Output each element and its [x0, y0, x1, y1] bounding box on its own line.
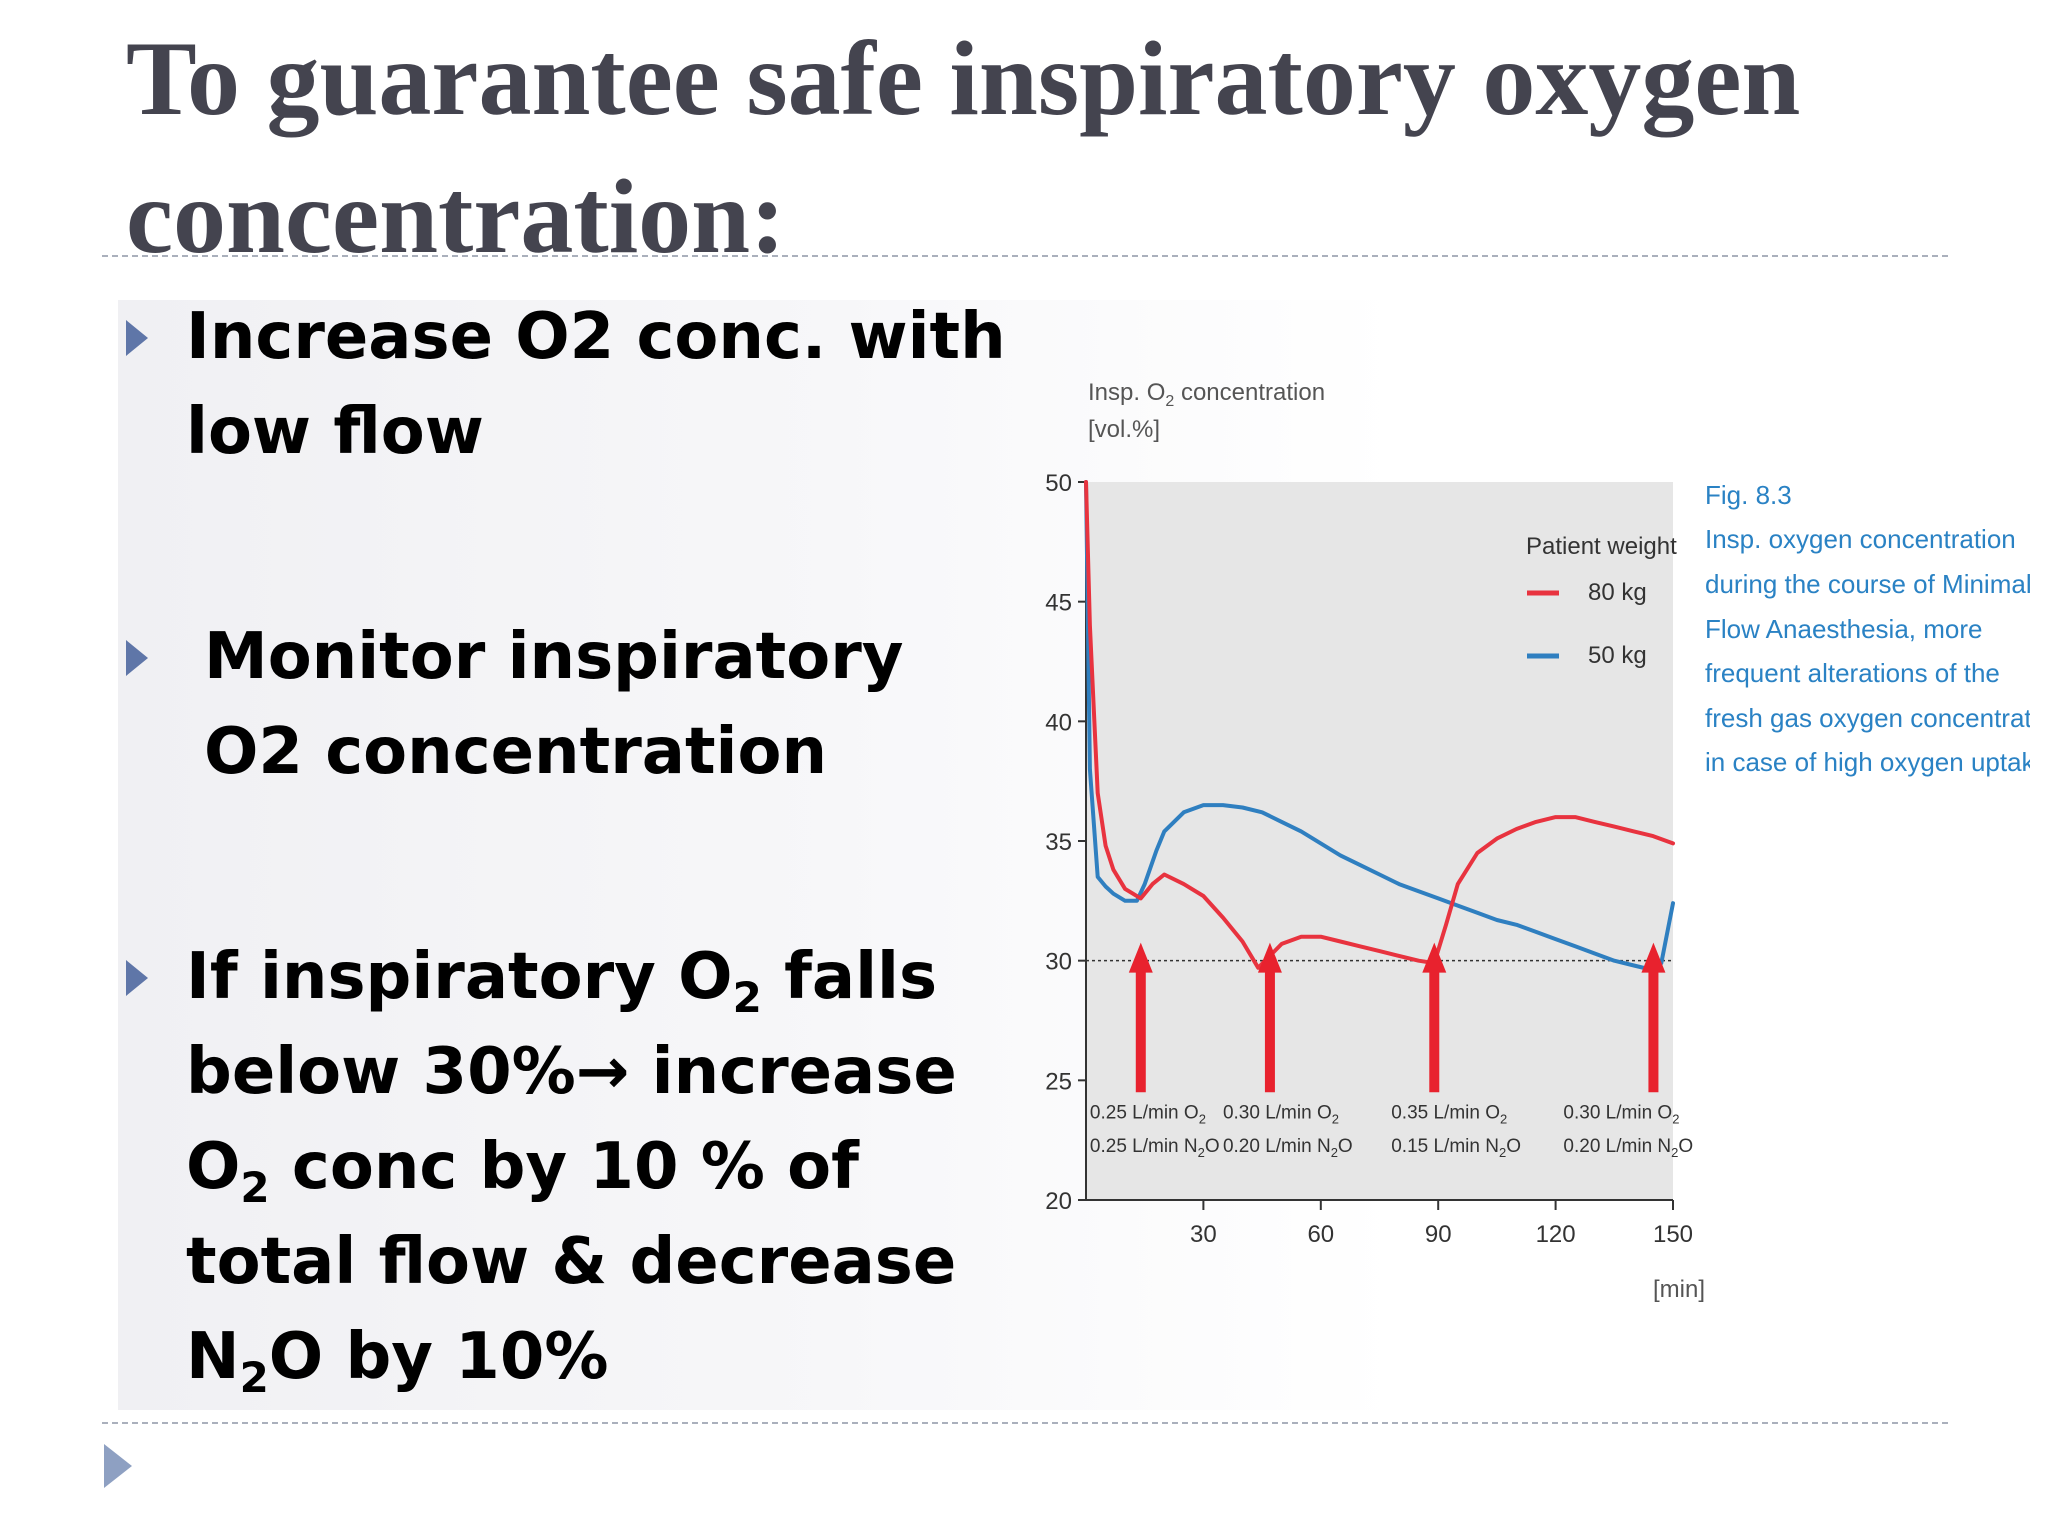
y-axis-label-part: Insp. O: [1088, 379, 1165, 406]
title-divider: [102, 255, 1948, 257]
caption-line: during the course of Minimal: [1705, 569, 2030, 599]
subscript: 2: [239, 1353, 269, 1402]
flow-setting-text: 0.20 L/min N: [1223, 1136, 1331, 1157]
series-line-80kg: [1084, 480, 1675, 970]
flow-setting-text: 0.35 L/min O: [1391, 1103, 1500, 1124]
flow-setting-sub: 2: [1499, 1145, 1506, 1160]
x-tick-label: 30: [1190, 1221, 1217, 1248]
bullet-triangle-icon: [126, 960, 148, 996]
flow-setting-label: 0.15 L/min N2O: [1391, 1136, 1521, 1160]
flow-setting-label: 0.30 L/min O2: [1563, 1103, 1679, 1127]
x-axis-unit: [min]: [1653, 1276, 1705, 1303]
y-tick-label: 30: [1045, 949, 1072, 976]
flow-setting-sub: 2: [1500, 1112, 1507, 1127]
y-tick-label: 45: [1045, 590, 1072, 617]
y-tick-label: 50: [1045, 470, 1072, 497]
figure-caption: Fig. 8.3 Insp. oxygen concentration duri…: [1705, 480, 2030, 777]
flow-setting-sub: 2: [1672, 1112, 1679, 1127]
plot-area: [1086, 482, 1673, 1200]
flow-setting-sub: 2: [1331, 1145, 1338, 1160]
flow-setting-label: 0.30 L/min O2: [1223, 1103, 1339, 1127]
subscript: 2: [732, 973, 762, 1022]
slide-title: To guarantee safe inspiratory oxygen con…: [126, 20, 1801, 275]
footer-divider: [102, 1422, 1948, 1424]
y-tick-label: 40: [1045, 709, 1072, 736]
flow-setting-text: O: [1678, 1136, 1693, 1157]
caption-line: Flow Anaesthesia, more: [1705, 614, 1982, 644]
bullet-triangle-icon: [126, 640, 148, 676]
caption-fig-number: Fig. 8.3: [1705, 480, 1792, 510]
flow-setting-text: O: [1205, 1136, 1220, 1157]
y-axis-label-sub: 2: [1165, 393, 1174, 410]
flow-setting-text: 0.30 L/min O: [1223, 1103, 1332, 1124]
caption-line: Insp. oxygen concentration: [1705, 524, 2016, 554]
flow-setting-sub: 2: [1671, 1145, 1678, 1160]
flow-setting-label: 0.25 L/min O2: [1090, 1103, 1206, 1127]
y-axis-label-part: concentration: [1174, 379, 1325, 406]
flow-setting-sub: 2: [1332, 1112, 1339, 1127]
legend-label-50kg: 50 kg: [1588, 642, 1647, 669]
y-tick-label: 20: [1045, 1188, 1072, 1215]
x-tick-label: 90: [1425, 1221, 1452, 1248]
flow-setting-text: 0.25 L/min O: [1090, 1103, 1199, 1124]
flow-setting-text: 0.15 L/min N: [1391, 1136, 1499, 1157]
flow-setting-label: 0.25 L/min N2O: [1090, 1136, 1220, 1160]
bullet-text-part: O by 10%: [268, 1320, 609, 1394]
flow-setting-sub: 2: [1198, 1145, 1205, 1160]
subscript: 2: [240, 1163, 270, 1212]
caption-line: fresh gas oxygen concentration: [1705, 703, 2030, 733]
bullet-triangle-icon: [126, 320, 148, 356]
flow-setting-label: 0.20 L/min N2O: [1563, 1136, 1693, 1160]
legend-label-80kg: 80 kg: [1588, 579, 1647, 606]
adjustment-arrow-icon: [1641, 942, 1666, 1093]
flow-setting-sub: 2: [1199, 1112, 1206, 1127]
series-line-50kg: [1084, 480, 1675, 973]
legend: Patient weight 80 kg 50 kg: [1526, 533, 1677, 669]
bullet-text: If inspiratory O2 falls below 30%→ incre…: [186, 930, 1006, 1405]
x-tick-label: 120: [1536, 1221, 1576, 1248]
y-tick-label: 25: [1045, 1068, 1072, 1095]
flow-setting-text: 0.30 L/min O: [1563, 1103, 1672, 1124]
x-tick-label: 150: [1653, 1221, 1693, 1248]
y-tick-label: 35: [1045, 829, 1072, 856]
adjustment-arrow-icon: [1128, 942, 1153, 1093]
bullet-text-part: falls below 30%→ increase O: [186, 940, 957, 1204]
bullet-text: Monitor inspiratory O2 concentration: [204, 620, 904, 789]
flow-setting-text: 0.20 L/min N: [1563, 1136, 1671, 1157]
legend-title: Patient weight: [1526, 533, 1677, 560]
y-axis-label: Insp. O2 concentration: [1088, 379, 1325, 410]
flow-setting-text: O: [1338, 1136, 1353, 1157]
bullet-text-part: If inspiratory O: [186, 940, 733, 1014]
flow-setting-text: O: [1506, 1136, 1521, 1157]
bullet-text-part: conc by 10 % of total flow & decrease N: [186, 1130, 957, 1394]
caption-line: frequent alterations of the: [1705, 658, 2000, 688]
adjustment-arrow-icon: [1422, 942, 1447, 1093]
caption-line: in case of high oxygen uptake.: [1705, 747, 2030, 777]
flow-setting-label: 0.20 L/min N2O: [1223, 1136, 1353, 1160]
y-axis-unit: [vol.%]: [1088, 416, 1160, 443]
x-tick-label: 60: [1307, 1221, 1334, 1248]
adjustment-arrow-icon: [1257, 942, 1282, 1093]
flow-setting-label: 0.35 L/min O2: [1391, 1103, 1507, 1127]
bullet-text: Increase O2 conc. with low flow: [186, 300, 1006, 469]
footer-triangle-icon: [104, 1444, 132, 1488]
flow-setting-text: 0.25 L/min N: [1090, 1136, 1198, 1157]
